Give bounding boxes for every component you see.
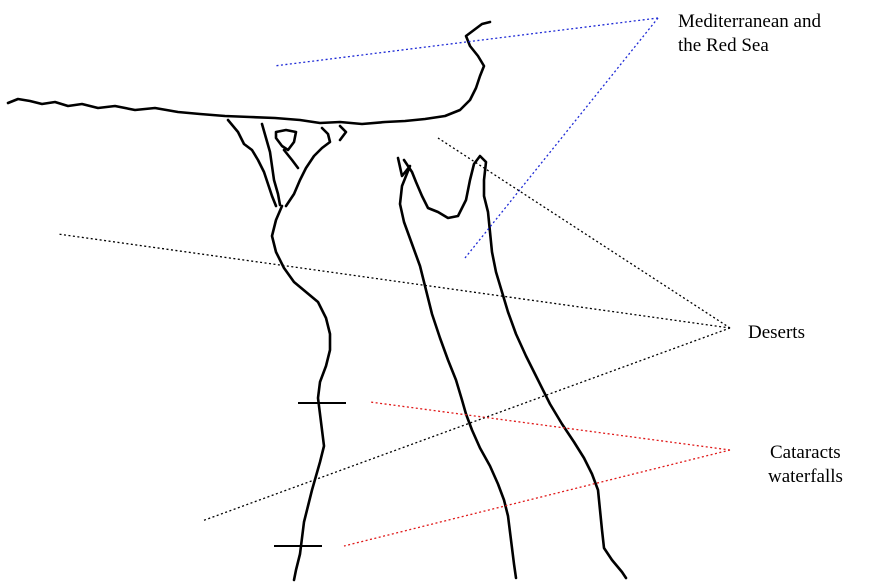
nile-delta-middle-branch	[260, 122, 282, 207]
mediterranean-coastline	[6, 20, 492, 126]
desert-pointer-east	[437, 137, 731, 329]
nile-delta-loop	[274, 128, 300, 170]
red-sea-eastern-coast	[402, 154, 628, 580]
label-cataracts-line-2: waterfalls	[768, 466, 843, 487]
nile-delta-east-tip	[338, 124, 348, 142]
label-mediterranean-red-sea: Mediterranean and the Red Sea	[678, 10, 821, 58]
desert-pointer-south	[201, 327, 731, 522]
nile-delta-east-branch	[284, 126, 332, 208]
label-cataracts-waterfalls: Cataracts waterfalls	[768, 441, 843, 489]
sea-pointer-red-sea	[464, 17, 659, 259]
nile-delta-west-branch	[226, 118, 278, 208]
red-sea-western-coast	[396, 156, 518, 580]
cataract-pointer-1	[369, 401, 731, 451]
cataract-pointer-2	[343, 449, 731, 547]
label-deserts-text: Deserts	[748, 322, 805, 343]
label-sea-line-2: the Red Sea	[678, 35, 769, 56]
label-deserts: Deserts	[748, 321, 805, 345]
desert-pointer-west	[57, 233, 731, 329]
label-cataracts-line-1: Cataracts	[770, 442, 841, 463]
sea-pointer-mediterranean	[273, 17, 659, 67]
label-sea-line-1: Mediterranean and	[678, 11, 821, 32]
nile-main-river	[270, 204, 332, 582]
